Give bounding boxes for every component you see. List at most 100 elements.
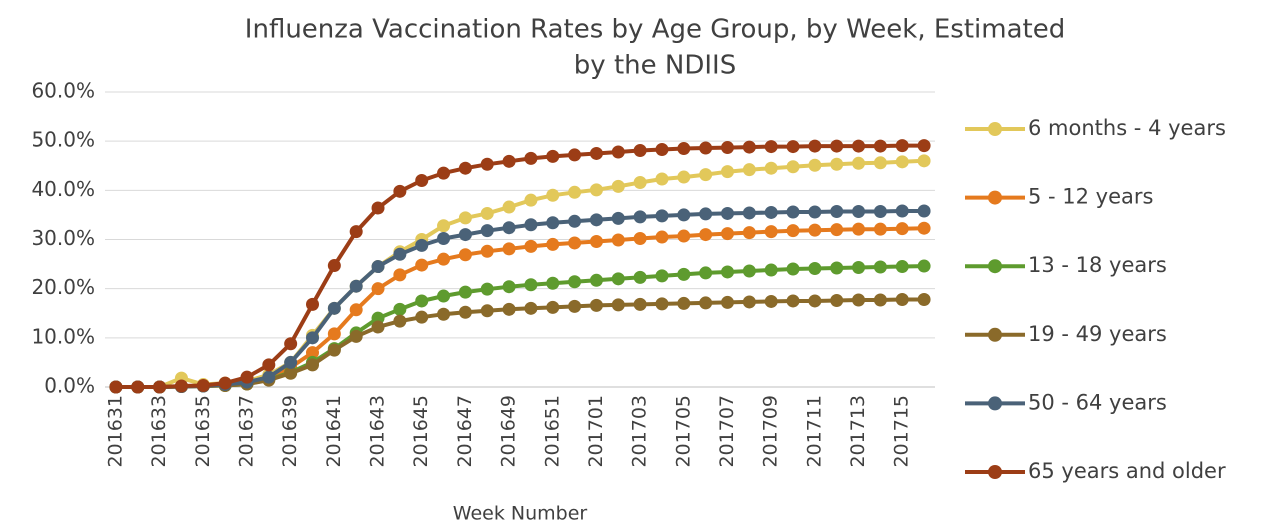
data-point (830, 261, 844, 275)
data-point (764, 263, 778, 277)
x-tick-label: 201641 (323, 395, 345, 468)
x-tick-label: 201633 (148, 395, 170, 468)
data-point (393, 302, 407, 316)
data-point (633, 144, 647, 158)
data-point (458, 228, 472, 242)
data-point (742, 264, 756, 278)
data-point (895, 139, 909, 153)
x-tick-label: 201637 (235, 395, 257, 468)
data-point (677, 267, 691, 281)
data-point (895, 260, 909, 274)
y-tick-label: 30.0% (31, 226, 95, 250)
data-point (568, 148, 582, 162)
y-tick-label: 10.0% (31, 324, 95, 348)
data-point (546, 300, 560, 314)
data-point (437, 232, 451, 246)
x-axis-title: Week Number (453, 503, 588, 525)
data-point (655, 230, 669, 244)
data-point (611, 211, 625, 225)
data-point (633, 270, 647, 284)
data-point (895, 292, 909, 306)
data-point (742, 226, 756, 240)
data-point (852, 293, 866, 307)
data-point (349, 279, 363, 293)
data-point (502, 302, 516, 316)
data-point (437, 289, 451, 303)
data-point (721, 227, 734, 241)
data-point (677, 142, 691, 156)
legend-label: 13 - 18 years (1028, 253, 1167, 277)
data-point (699, 296, 713, 310)
data-point (699, 266, 713, 280)
data-point (153, 380, 167, 394)
x-tick-label: 201649 (498, 395, 520, 468)
chart-title: Influenza Vaccination Rates by Age Group… (245, 15, 1065, 45)
data-point (524, 301, 538, 315)
data-point (458, 211, 472, 225)
data-point (524, 218, 538, 232)
data-point (437, 166, 451, 180)
data-point (415, 174, 429, 187)
data-point (546, 188, 560, 202)
data-point (895, 204, 909, 218)
data-point (611, 272, 625, 286)
x-tick-label: 201713 (847, 395, 869, 468)
x-tick-label: 201711 (803, 395, 825, 468)
legend-marker (988, 259, 1002, 274)
y-tick-label: 40.0% (31, 177, 95, 201)
data-point (371, 282, 385, 296)
data-point (546, 276, 560, 290)
data-point (917, 154, 931, 168)
data-point (830, 293, 844, 307)
y-tick-label: 0.0% (44, 374, 95, 398)
legend-marker (988, 122, 1002, 136)
data-point (437, 307, 451, 321)
data-point (393, 268, 407, 282)
x-tick-label: 201643 (367, 395, 389, 468)
data-point (568, 299, 582, 313)
data-point (568, 236, 582, 250)
data-point (852, 156, 866, 170)
data-point (131, 380, 145, 394)
data-point (917, 221, 931, 235)
data-point (589, 146, 603, 160)
data-point (830, 204, 844, 218)
data-point (327, 301, 341, 315)
data-point (786, 205, 800, 219)
data-point (808, 205, 822, 219)
data-point (852, 204, 866, 218)
data-point (284, 337, 298, 351)
data-point (742, 163, 756, 177)
data-point (895, 222, 909, 236)
y-tick-label: 50.0% (31, 128, 95, 152)
data-point (655, 297, 669, 311)
data-point (808, 223, 822, 237)
data-point (458, 305, 472, 319)
data-point (721, 295, 734, 309)
data-point (327, 259, 341, 273)
data-point (415, 238, 429, 252)
data-point (721, 206, 734, 220)
data-point (349, 225, 363, 239)
data-point (568, 185, 582, 199)
data-point (502, 200, 516, 214)
legend-marker (988, 190, 1002, 205)
data-point (917, 139, 931, 153)
data-point (306, 331, 319, 345)
data-point (415, 294, 429, 308)
data-point (371, 320, 385, 334)
data-point (655, 209, 669, 223)
data-point (480, 304, 494, 318)
series (109, 204, 931, 394)
data-point (589, 298, 603, 312)
data-point (721, 165, 734, 179)
data-point (633, 232, 647, 246)
data-point (677, 208, 691, 222)
data-point (633, 175, 647, 189)
data-point (808, 158, 822, 172)
data-point (699, 228, 713, 242)
data-point (415, 310, 429, 324)
data-point (786, 262, 800, 276)
data-point (852, 222, 866, 236)
